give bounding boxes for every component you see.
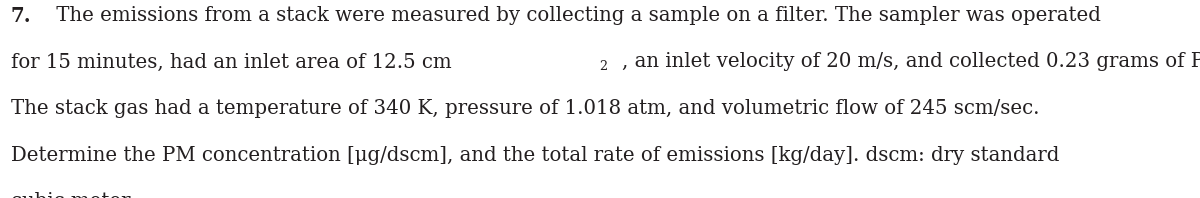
Text: The stack gas had a temperature of 340 K, pressure of 1.018 atm, and volumetric : The stack gas had a temperature of 340 K… — [11, 99, 1039, 118]
Text: 2: 2 — [599, 60, 607, 73]
Text: Determine the PM concentration [μg/dscm], and the total rate of emissions [kg/da: Determine the PM concentration [μg/dscm]… — [11, 146, 1060, 165]
Text: 7.: 7. — [11, 6, 31, 26]
Text: for 15 minutes, had an inlet area of 12.5 cm: for 15 minutes, had an inlet area of 12.… — [11, 52, 451, 71]
Text: cubic meter: cubic meter — [11, 192, 131, 198]
Text: The emissions from a stack were measured by collecting a sample on a filter. The: The emissions from a stack were measured… — [50, 6, 1102, 25]
Text: , an inlet velocity of 20 m/s, and collected 0.23 grams of PM.: , an inlet velocity of 20 m/s, and colle… — [623, 52, 1200, 71]
Text: 2: 2 — [599, 60, 607, 73]
